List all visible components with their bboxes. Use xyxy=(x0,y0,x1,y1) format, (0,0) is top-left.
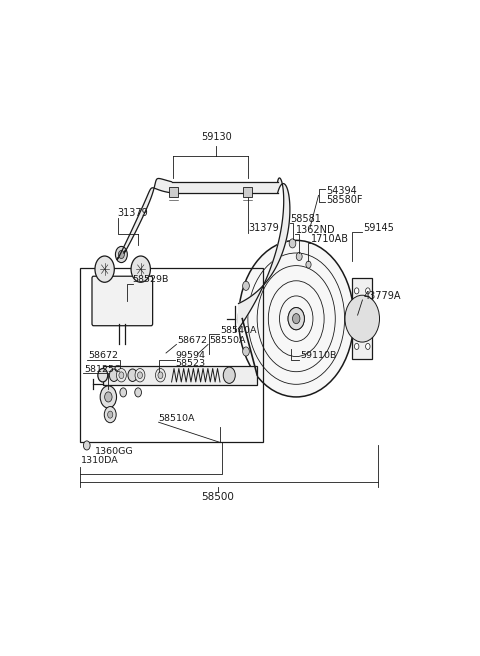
Circle shape xyxy=(345,295,380,342)
Circle shape xyxy=(117,369,126,382)
Text: 58580F: 58580F xyxy=(326,195,362,205)
Circle shape xyxy=(366,343,370,350)
Circle shape xyxy=(239,240,354,397)
Circle shape xyxy=(119,251,124,258)
Circle shape xyxy=(243,347,249,356)
Bar xyxy=(243,187,252,197)
Circle shape xyxy=(137,372,143,379)
Bar xyxy=(352,278,372,359)
Circle shape xyxy=(292,314,300,323)
Text: 54394: 54394 xyxy=(326,186,357,196)
Text: 58510A: 58510A xyxy=(158,414,195,422)
Text: 59110B: 59110B xyxy=(300,351,336,360)
Text: 58550A: 58550A xyxy=(209,336,245,345)
Circle shape xyxy=(354,288,359,294)
Circle shape xyxy=(120,388,127,397)
Bar xyxy=(81,268,263,442)
Circle shape xyxy=(131,256,150,282)
Text: 59130: 59130 xyxy=(201,132,232,142)
Circle shape xyxy=(100,386,117,408)
Circle shape xyxy=(128,369,137,381)
Text: 31379: 31379 xyxy=(248,223,278,233)
Circle shape xyxy=(95,256,114,282)
Text: 58523: 58523 xyxy=(175,359,205,368)
Circle shape xyxy=(158,372,163,379)
Circle shape xyxy=(108,411,113,418)
Text: 1362ND: 1362ND xyxy=(296,225,336,236)
Text: 58529B: 58529B xyxy=(132,276,169,284)
Circle shape xyxy=(288,308,304,330)
Text: 1710AB: 1710AB xyxy=(311,234,349,244)
Circle shape xyxy=(105,392,112,402)
Text: 59145: 59145 xyxy=(363,223,394,234)
Polygon shape xyxy=(117,178,172,260)
FancyBboxPatch shape xyxy=(92,276,153,326)
Circle shape xyxy=(115,247,127,262)
Text: 99594: 99594 xyxy=(175,351,205,360)
Polygon shape xyxy=(239,178,290,329)
Circle shape xyxy=(119,372,124,379)
Text: 58672: 58672 xyxy=(88,351,118,360)
Circle shape xyxy=(156,369,166,382)
Text: 1360GG: 1360GG xyxy=(96,447,134,456)
Circle shape xyxy=(84,441,90,450)
Circle shape xyxy=(306,261,311,268)
Text: 58500: 58500 xyxy=(202,492,235,502)
Circle shape xyxy=(354,343,359,350)
Text: 58540A: 58540A xyxy=(220,326,256,335)
Text: 1310DA: 1310DA xyxy=(81,455,118,464)
Circle shape xyxy=(105,388,112,397)
Circle shape xyxy=(296,253,302,260)
Circle shape xyxy=(135,388,142,397)
Bar xyxy=(169,187,178,197)
Circle shape xyxy=(223,367,235,383)
Circle shape xyxy=(366,288,370,294)
Text: 58581: 58581 xyxy=(290,214,321,224)
Circle shape xyxy=(104,407,116,422)
Circle shape xyxy=(135,369,145,382)
Text: 58672: 58672 xyxy=(177,336,207,345)
Bar xyxy=(103,365,257,385)
Circle shape xyxy=(289,239,296,248)
Circle shape xyxy=(109,369,119,381)
Text: 58125C: 58125C xyxy=(84,365,121,374)
Text: 31379: 31379 xyxy=(118,207,148,218)
Text: 43779A: 43779A xyxy=(363,291,401,301)
Circle shape xyxy=(98,369,108,382)
Circle shape xyxy=(243,281,249,291)
